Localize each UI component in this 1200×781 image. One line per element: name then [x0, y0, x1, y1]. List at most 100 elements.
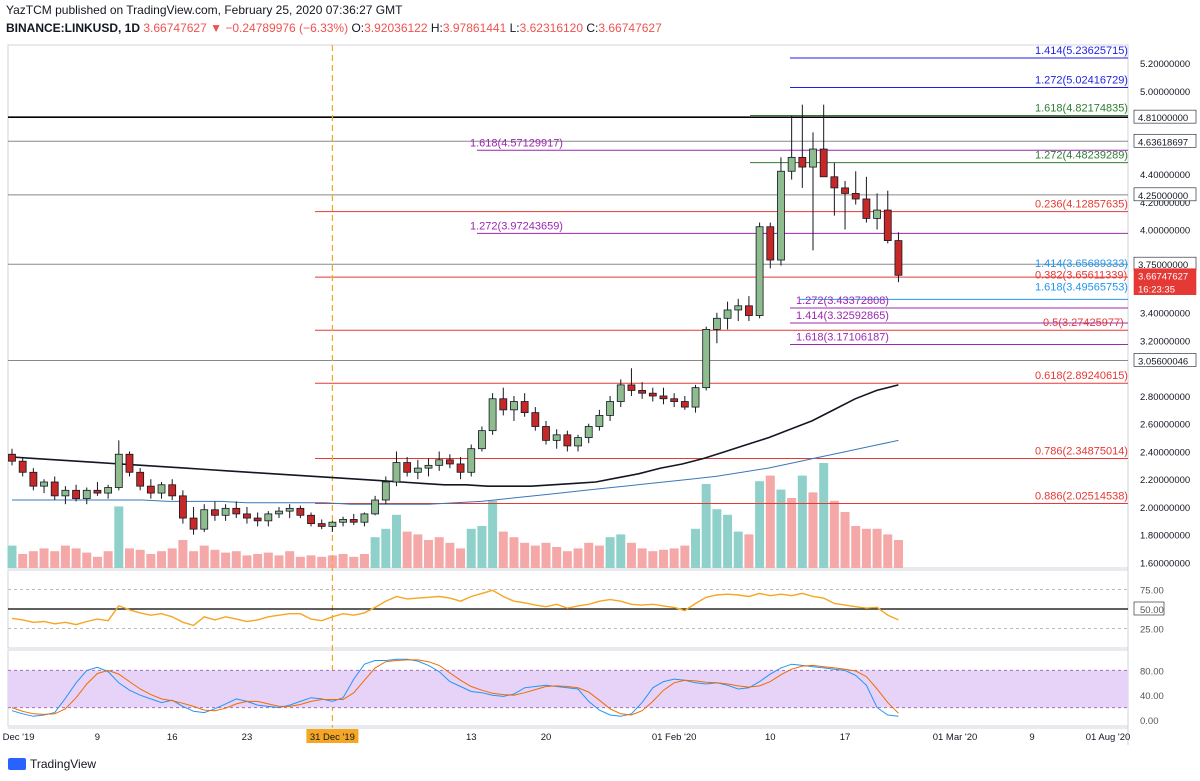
candle-body: [595, 415, 604, 427]
candle-body: [349, 519, 358, 523]
volume-bar: [103, 551, 113, 568]
candle: [595, 409, 604, 431]
candle: [702, 326, 711, 391]
close-value: 3.66747627: [598, 21, 662, 35]
fib-label: 1.414(5.23625715): [1035, 45, 1128, 57]
candle-body: [307, 514, 315, 525]
volume-bar: [520, 542, 530, 568]
volume-bar: [498, 531, 508, 568]
rsi-marker-box: [1133, 601, 1165, 616]
candle-body: [275, 510, 283, 515]
fib-label: 0.786(2.34875014): [1035, 446, 1128, 458]
candle: [712, 312, 721, 344]
candle-body: [317, 523, 326, 527]
volume-bar: [60, 545, 70, 568]
chart-canvas[interactable]: 1.414(5.23625715) 1.272(5.02416729) 1.618(…: [0, 38, 1200, 753]
candle-body: [125, 453, 134, 473]
candle: [809, 132, 817, 251]
volume-bar: [637, 548, 647, 568]
candle-body: [648, 392, 657, 397]
volume-bar: [893, 540, 903, 568]
candle-body: [211, 509, 219, 516]
volume-bar: [114, 506, 124, 568]
price-axis-label: 2.40000000: [1140, 447, 1190, 458]
candle-body: [510, 401, 518, 411]
candle-body: [841, 187, 849, 194]
candle-body: [862, 198, 871, 219]
candle: [114, 440, 123, 491]
candle-body: [574, 437, 582, 447]
candle: [616, 379, 625, 408]
time-axis-label: 01 Aug '20: [1086, 732, 1131, 743]
volume-bar: [146, 554, 156, 568]
candle-body: [830, 176, 839, 189]
candle: [40, 479, 48, 494]
volume-bar: [274, 555, 284, 568]
candle-body: [584, 426, 593, 438]
volume-bar: [317, 556, 327, 568]
volume-bar: [562, 551, 572, 568]
fib-label: 1.618(4.57129917): [470, 137, 563, 149]
candle: [467, 444, 476, 477]
stoch-d-line: [11, 659, 899, 716]
price-axis-label: 3.40000000: [1140, 309, 1190, 320]
volume-bar: [349, 556, 359, 568]
candle: [424, 458, 433, 477]
high-label: H:: [430, 21, 443, 35]
volume-bar: [819, 463, 829, 568]
candle: [403, 457, 412, 477]
low-label: L:: [509, 21, 520, 35]
candle-body: [606, 401, 614, 416]
volume-bar: [434, 537, 444, 568]
price-axis-label: 2.80000000: [1140, 392, 1190, 403]
candle-body: [552, 434, 561, 441]
candle: [584, 423, 593, 444]
candle-body: [766, 226, 775, 261]
candle: [841, 180, 849, 230]
time-axis-label: 17: [840, 732, 851, 743]
candle: [275, 506, 283, 519]
candle-body: [819, 148, 828, 178]
candle-body: [435, 459, 444, 466]
candle-body: [894, 240, 903, 276]
volume-bar: [253, 554, 263, 568]
price-axis-label: 4.20000000: [1140, 198, 1190, 209]
candle-body: [488, 398, 497, 432]
volume-bar: [616, 534, 626, 568]
candle-body: [745, 305, 753, 316]
candle-body: [168, 484, 177, 497]
candle-body: [734, 305, 743, 311]
rsi-axis-label: 25.00: [1140, 625, 1164, 636]
candle-body: [189, 517, 198, 530]
candle-body: [264, 513, 273, 522]
volume-bar: [210, 549, 220, 568]
volume-bar: [701, 484, 711, 568]
price-axis-label: 5.00000000: [1140, 87, 1190, 98]
fib-label: 0.886(2.02514538): [1035, 490, 1128, 502]
candle: [178, 490, 187, 524]
symbol-label: BINANCE:LINKUSD, 1D: [6, 21, 141, 35]
price-tag-text: 16:23:35: [1138, 285, 1175, 296]
volume-bar: [135, 549, 145, 568]
volume-bar: [456, 548, 466, 568]
candle: [285, 504, 294, 519]
candle: [18, 457, 27, 477]
candle: [29, 468, 38, 491]
candle: [221, 504, 230, 521]
volume-bar: [39, 548, 49, 568]
candle: [61, 486, 70, 505]
candle-body: [285, 507, 294, 512]
fib-label: 1.618(3.49565753): [1035, 282, 1128, 294]
candle: [563, 430, 572, 452]
volume-bar: [413, 534, 423, 568]
candle-body: [712, 317, 721, 330]
volume-bar: [680, 545, 690, 568]
volume-bar: [402, 531, 412, 568]
candle-body: [659, 395, 668, 400]
volume-bar: [359, 554, 369, 568]
candle-body: [691, 387, 700, 408]
price-tag-box: [1133, 353, 1197, 367]
tradingview-brand: TradingView: [30, 757, 97, 771]
candle: [93, 481, 102, 496]
volume-bar: [541, 542, 551, 568]
